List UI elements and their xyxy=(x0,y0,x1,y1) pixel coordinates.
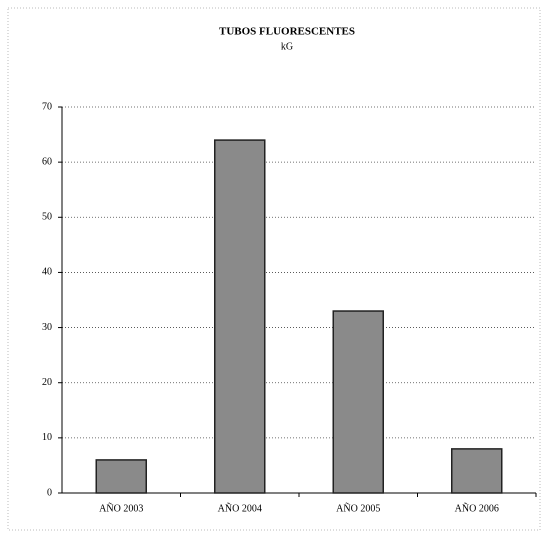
chart-title: TUBOS FLUORESCENTES xyxy=(219,26,355,38)
x-tick-label: AÑO 2003 xyxy=(99,502,143,514)
y-tick-label: 60 xyxy=(42,156,52,167)
y-tick-label: 70 xyxy=(42,101,52,112)
bar xyxy=(214,139,266,494)
y-tick-label: 30 xyxy=(42,322,52,333)
x-tick-label: AÑO 2006 xyxy=(455,502,499,514)
x-tick-label: AÑO 2004 xyxy=(218,502,262,514)
y-tick-label: 0 xyxy=(47,487,52,498)
y-tick-label: 10 xyxy=(42,432,52,443)
bar xyxy=(95,459,147,494)
bar xyxy=(451,448,503,494)
x-tick-label: AÑO 2005 xyxy=(336,502,380,514)
y-tick-label: 50 xyxy=(42,212,52,223)
y-tick-label: 40 xyxy=(42,267,52,278)
chart-subtitle: kG xyxy=(281,41,293,52)
chart-frame xyxy=(7,7,541,531)
y-tick-label: 20 xyxy=(42,377,52,388)
bar xyxy=(332,310,384,494)
